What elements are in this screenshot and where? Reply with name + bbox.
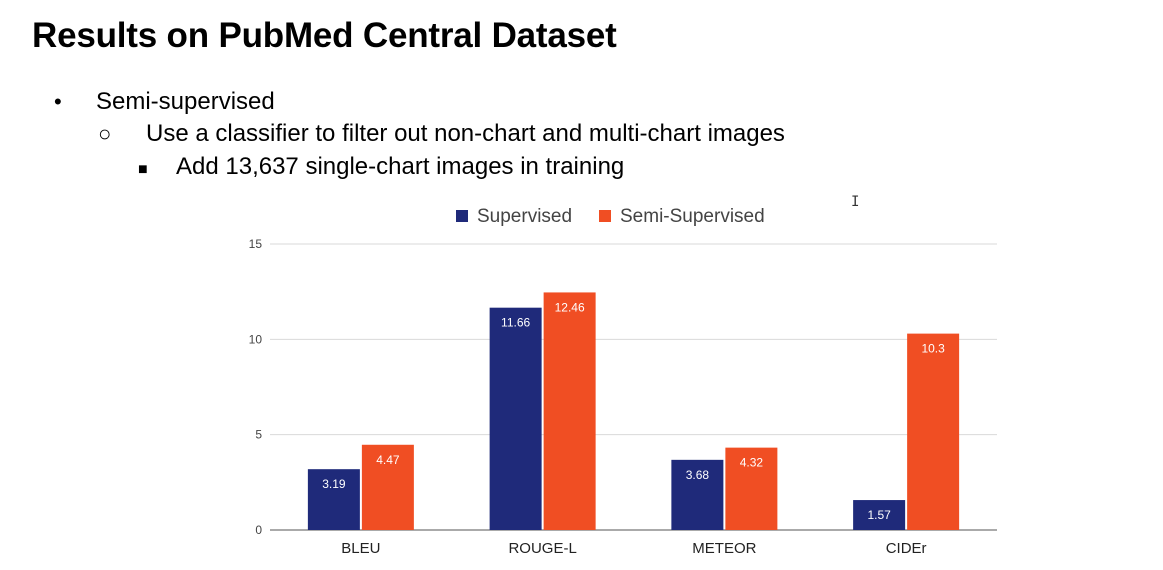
bar-supervised-rouge-l — [489, 307, 542, 530]
bar-semi-supervised-bleu — [361, 444, 414, 530]
data-label: 3.68 — [686, 468, 710, 482]
data-label: 11.66 — [501, 316, 530, 330]
bar-semi-supervised-rouge-l — [543, 292, 596, 530]
bullet-text: Use a classifier to filter out non-chart… — [146, 120, 785, 147]
x-tick-label: CIDEr — [886, 540, 927, 557]
bullet-square-icon: ■ — [138, 161, 148, 178]
y-tick-label: 0 — [255, 523, 262, 537]
x-tick-label: ROUGE-L — [508, 540, 576, 557]
bullet-level-1: • Semi-supervised — [54, 88, 275, 116]
bar-semi-supervised-meteor — [725, 447, 778, 530]
bar-semi-supervised-cider — [907, 333, 960, 530]
data-label: 1.57 — [867, 508, 891, 522]
bullet-level-2: ○ Use a classifier to filter out non-cha… — [98, 120, 785, 148]
bullet-text: Semi-supervised — [96, 88, 275, 115]
y-tick-label: 5 — [255, 428, 262, 442]
data-label: 4.32 — [740, 456, 764, 470]
data-label: 12.46 — [555, 300, 585, 314]
x-tick-label: BLEU — [341, 540, 380, 557]
slide-title: Results on PubMed Central Dataset — [32, 16, 617, 55]
data-label: 4.47 — [376, 453, 400, 467]
bullet-dot-icon: • — [54, 89, 62, 114]
bar-supervised-bleu — [307, 469, 360, 530]
text-cursor-icon: I — [851, 194, 860, 210]
bullet-text: Add 13,637 single-chart images in traini… — [176, 153, 625, 180]
x-tick-label: METEOR — [692, 540, 756, 557]
legend-label: Supervised — [477, 206, 572, 227]
data-label: 10.3 — [921, 342, 945, 356]
data-label: 3.19 — [322, 477, 346, 491]
legend-swatch-semi-supervised — [599, 210, 611, 222]
legend-swatch-supervised — [456, 210, 468, 222]
bar-supervised-cider — [853, 500, 906, 530]
bullet-circle-icon: ○ — [98, 121, 112, 146]
bar-supervised-meteor — [671, 459, 724, 530]
bullet-level-3: ■ Add 13,637 single-chart images in trai… — [138, 153, 624, 181]
y-tick-label: 15 — [249, 237, 263, 251]
legend-label: Semi-Supervised — [620, 206, 765, 227]
y-tick-label: 10 — [249, 332, 263, 346]
